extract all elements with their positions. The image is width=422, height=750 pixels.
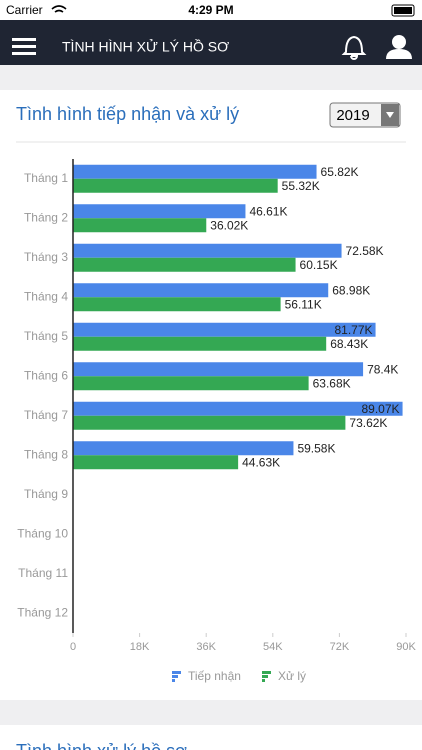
data-label: 72.58K bbox=[346, 244, 384, 258]
bar bbox=[73, 204, 246, 219]
data-label: 59.58K bbox=[297, 441, 335, 455]
status-time: 4:29 PM bbox=[188, 3, 233, 17]
bar bbox=[73, 336, 327, 351]
data-label: 65.82K bbox=[321, 165, 359, 179]
year-dropdown[interactable] bbox=[329, 102, 401, 128]
status-bar bbox=[0, 0, 422, 20]
bar bbox=[73, 362, 364, 377]
data-label: 46.61K bbox=[249, 204, 287, 218]
x-tick-label: 90K bbox=[396, 641, 416, 653]
data-label: 36.02K bbox=[210, 218, 248, 232]
x-tick-label: 0 bbox=[70, 641, 76, 653]
y-tick-label: Tháng 3 bbox=[24, 250, 68, 264]
bar bbox=[73, 322, 376, 337]
data-label: 55.32K bbox=[282, 179, 320, 193]
y-tick-label: Tháng 2 bbox=[24, 210, 68, 224]
bar bbox=[73, 455, 239, 470]
x-tick-label: 18K bbox=[130, 641, 150, 653]
data-label: 81.77K bbox=[335, 323, 373, 337]
bar bbox=[73, 178, 278, 193]
y-tick-label: Tháng 12 bbox=[17, 605, 68, 619]
data-label: 68.98K bbox=[332, 283, 370, 297]
x-tick-label: 72K bbox=[330, 641, 350, 653]
y-tick-label: Tháng 7 bbox=[24, 408, 68, 422]
gap bbox=[0, 700, 422, 725]
y-tick-label: Tháng 9 bbox=[24, 487, 68, 501]
y-tick-label: Tháng 10 bbox=[17, 526, 68, 540]
legend-icon bbox=[172, 671, 181, 674]
next-card bbox=[0, 725, 422, 750]
bar bbox=[73, 415, 346, 430]
bar bbox=[73, 283, 329, 298]
bar bbox=[73, 401, 403, 416]
bar bbox=[73, 164, 317, 179]
y-tick-label: Tháng 5 bbox=[24, 329, 68, 343]
data-label: 78.4K bbox=[367, 362, 398, 376]
legend-icon bbox=[172, 679, 175, 682]
data-label: 60.15K bbox=[300, 258, 338, 272]
year-value: 2019 bbox=[336, 107, 369, 124]
y-tick-label: Tháng 6 bbox=[24, 368, 68, 382]
x-tick-label: 54K bbox=[263, 641, 283, 653]
data-label: 44.63K bbox=[242, 455, 280, 469]
carrier: Carrier bbox=[6, 3, 43, 17]
y-tick-label: Tháng 11 bbox=[18, 566, 68, 580]
bell-icon[interactable] bbox=[341, 35, 367, 60]
legend-label: Tiếp nhận bbox=[188, 669, 241, 683]
bar bbox=[73, 257, 296, 272]
bar bbox=[73, 376, 309, 391]
bar bbox=[73, 218, 207, 233]
data-label: 56.11K bbox=[285, 297, 322, 311]
legend-icon bbox=[262, 675, 268, 678]
x-tick-label: 36K bbox=[196, 641, 216, 653]
user-icon[interactable] bbox=[386, 35, 412, 59]
legend-icon bbox=[262, 671, 271, 674]
legend-label: Xử lý bbox=[278, 669, 306, 683]
legend-icon bbox=[262, 679, 265, 682]
y-tick-label: Tháng 8 bbox=[24, 447, 68, 461]
bar bbox=[73, 243, 342, 258]
data-label: 68.43K bbox=[330, 337, 368, 351]
menu-button[interactable] bbox=[12, 38, 36, 55]
next-card-title: Tình hình xử lý hồ sơ bbox=[16, 741, 187, 750]
card-title: Tình hình tiếp nhận và xử lý bbox=[16, 104, 239, 124]
y-tick-label: Tháng 1 bbox=[24, 171, 68, 185]
data-label: 73.62K bbox=[349, 416, 387, 430]
wifi-icon bbox=[51, 5, 67, 13]
bar bbox=[73, 441, 294, 456]
legend-icon bbox=[172, 675, 178, 678]
data-label: 89.07K bbox=[362, 402, 400, 416]
data-label: 63.68K bbox=[313, 376, 351, 390]
y-tick-label: Tháng 4 bbox=[24, 289, 68, 303]
battery bbox=[391, 4, 415, 17]
bar bbox=[73, 297, 281, 312]
header-title: TÌNH HÌNH XỬ LÝ HỒ SƠ bbox=[62, 38, 229, 55]
battery-level bbox=[394, 7, 412, 14]
